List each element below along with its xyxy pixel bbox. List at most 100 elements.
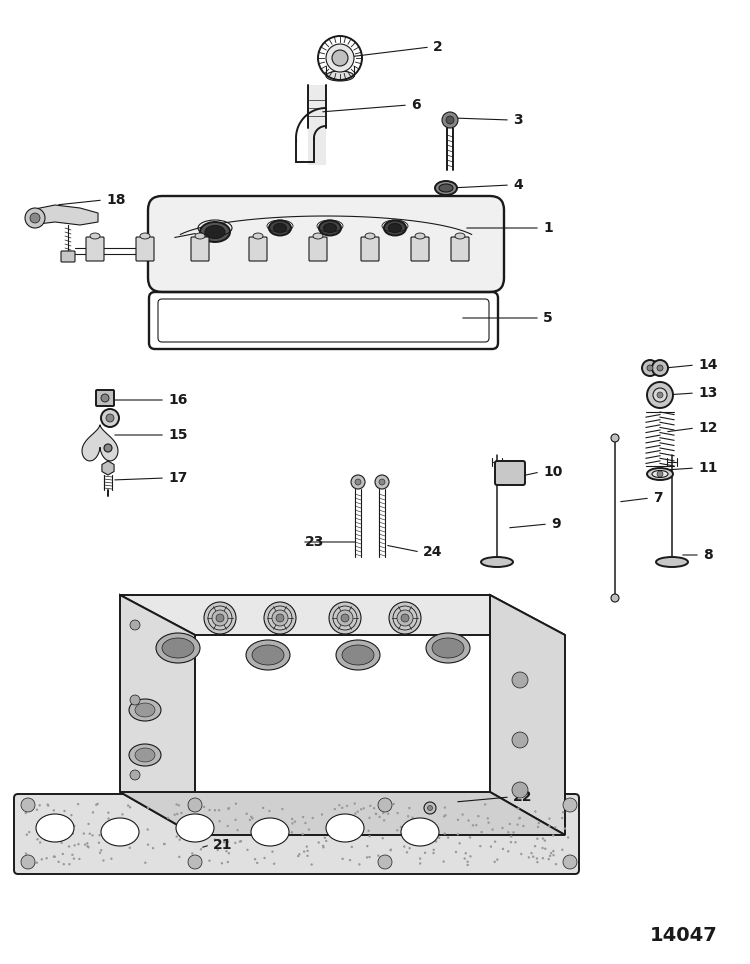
Circle shape	[228, 852, 230, 854]
Text: 21: 21	[213, 838, 232, 852]
Text: 14: 14	[698, 358, 718, 372]
Circle shape	[554, 826, 556, 829]
Circle shape	[166, 817, 170, 819]
Ellipse shape	[656, 557, 688, 567]
Circle shape	[469, 836, 471, 839]
Circle shape	[457, 833, 459, 836]
Ellipse shape	[251, 818, 289, 846]
Circle shape	[191, 852, 194, 855]
Circle shape	[272, 850, 274, 853]
Ellipse shape	[205, 226, 225, 238]
Circle shape	[226, 861, 229, 863]
Circle shape	[354, 813, 356, 815]
Circle shape	[46, 819, 49, 821]
Circle shape	[78, 858, 80, 860]
Circle shape	[68, 863, 70, 866]
Circle shape	[520, 853, 523, 855]
Text: 16: 16	[168, 393, 188, 407]
Text: 18: 18	[106, 193, 125, 207]
Circle shape	[106, 414, 114, 422]
Circle shape	[353, 802, 356, 805]
Circle shape	[406, 851, 408, 853]
Ellipse shape	[135, 748, 155, 762]
Ellipse shape	[435, 181, 457, 195]
Circle shape	[527, 856, 530, 859]
Circle shape	[303, 850, 305, 853]
Circle shape	[509, 822, 511, 825]
Circle shape	[477, 815, 479, 817]
FancyBboxPatch shape	[411, 237, 429, 261]
Circle shape	[366, 856, 368, 859]
Circle shape	[444, 807, 446, 809]
FancyBboxPatch shape	[86, 237, 104, 261]
Circle shape	[209, 809, 211, 812]
Circle shape	[561, 848, 563, 851]
Circle shape	[271, 841, 274, 843]
Circle shape	[438, 837, 440, 839]
Text: 17: 17	[168, 471, 188, 485]
Circle shape	[321, 814, 323, 816]
Circle shape	[464, 857, 466, 860]
Circle shape	[427, 806, 433, 811]
Circle shape	[538, 822, 540, 824]
Circle shape	[536, 838, 538, 840]
Circle shape	[30, 859, 33, 862]
Circle shape	[544, 847, 547, 850]
Circle shape	[390, 848, 392, 851]
Ellipse shape	[176, 814, 214, 842]
Circle shape	[480, 831, 483, 833]
Circle shape	[272, 610, 288, 626]
Circle shape	[46, 857, 48, 860]
Circle shape	[223, 841, 226, 844]
Polygon shape	[120, 792, 565, 835]
Circle shape	[652, 360, 668, 376]
Circle shape	[512, 732, 528, 748]
Circle shape	[251, 817, 254, 819]
Circle shape	[107, 812, 109, 814]
Circle shape	[357, 828, 360, 830]
Circle shape	[305, 845, 308, 847]
Circle shape	[30, 809, 32, 812]
Circle shape	[366, 844, 368, 847]
Ellipse shape	[342, 645, 374, 665]
Circle shape	[33, 862, 35, 865]
Ellipse shape	[195, 233, 205, 239]
Circle shape	[214, 809, 216, 812]
Circle shape	[358, 863, 361, 866]
Circle shape	[356, 811, 359, 813]
Circle shape	[561, 817, 563, 819]
Text: 24: 24	[423, 545, 442, 559]
Circle shape	[400, 826, 402, 828]
Circle shape	[307, 849, 309, 852]
Circle shape	[192, 822, 194, 824]
Circle shape	[240, 840, 242, 843]
Circle shape	[552, 850, 554, 852]
Ellipse shape	[269, 221, 291, 235]
Circle shape	[657, 365, 663, 371]
Circle shape	[356, 833, 358, 836]
Circle shape	[464, 852, 467, 854]
Circle shape	[491, 828, 494, 831]
Circle shape	[122, 814, 124, 816]
Circle shape	[25, 208, 45, 228]
Text: 20: 20	[213, 603, 232, 617]
FancyBboxPatch shape	[309, 237, 327, 261]
Circle shape	[496, 858, 499, 861]
Circle shape	[87, 822, 90, 825]
Circle shape	[542, 846, 544, 849]
Circle shape	[461, 814, 464, 816]
Circle shape	[563, 855, 577, 869]
Circle shape	[127, 804, 130, 807]
Circle shape	[209, 860, 211, 862]
Circle shape	[401, 614, 409, 622]
FancyBboxPatch shape	[361, 237, 379, 261]
Circle shape	[68, 845, 70, 847]
Circle shape	[70, 814, 73, 817]
Circle shape	[46, 803, 49, 806]
Circle shape	[92, 834, 94, 837]
Circle shape	[178, 839, 181, 841]
FancyBboxPatch shape	[451, 237, 469, 261]
Ellipse shape	[252, 645, 284, 665]
Circle shape	[58, 861, 60, 863]
Circle shape	[62, 863, 65, 866]
